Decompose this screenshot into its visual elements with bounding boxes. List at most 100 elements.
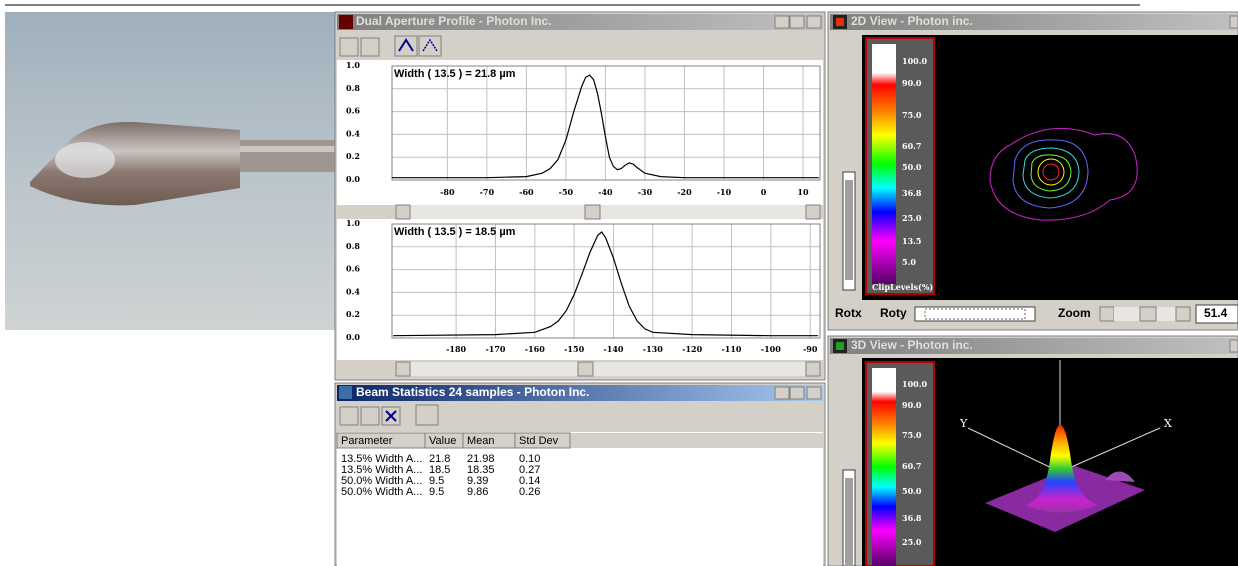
x-tick-label: -130 [643,344,663,354]
table-cell: 9.39 [467,475,488,487]
table-cell: 13.5% Width A... [341,464,422,476]
y-tick-label: 0.4 [346,128,360,138]
scale-labels-2d: 100.0 90.0 75.0 60.7 50.0 36.8 25.0 13.5 5.0 Clip… [872,56,933,292]
stats-window: Beam Statistics 24 samples - Photon Inc. [334,382,826,566]
scrollbar[interactable] [396,362,820,376]
table-cell: 0.26 [519,486,540,498]
scale-label: 36.8 [902,513,922,523]
table-cell: 9.86 [467,486,488,498]
profile-line [393,231,818,337]
scroll-thumb[interactable] [577,361,594,377]
x-tick-label: -80 [440,187,455,197]
scale-label: 50.0 [902,486,922,496]
table-cell: 0.27 [519,464,540,476]
scale-label: 50.0 [902,162,922,172]
y-tick-label: 1.0 [346,218,360,228]
scale-label: 75.0 [902,430,922,440]
x-tick-label: -120 [682,344,702,354]
zoom-down[interactable] [1099,306,1115,322]
rotx-label: Rotx [835,306,862,320]
zoom-up[interactable] [1175,306,1191,322]
maximize-button[interactable] [789,15,805,29]
minimize-button[interactable] [774,15,790,29]
scale-labels-3d: 100.0 90.0 75.0 60.7 50.0 36.8 25.0 [902,379,927,547]
scale-label: 75.0 [902,110,922,120]
stats-table: Parameter Value Mean Std Dev 13.5% Width A..… [336,432,571,498]
play-button[interactable] [339,37,359,57]
close-button[interactable] [806,386,822,400]
x-tick-label: 10 [797,187,809,197]
x-tick-label: 0 [761,187,767,197]
window-title: 2D View - Photon inc. [851,14,973,28]
column-header[interactable] [514,432,571,449]
y-tick-label: 0.8 [346,83,360,93]
x-tick-label: -50 [559,187,574,197]
y-tick-label: 0.8 [346,241,360,251]
scale-label: 90.0 [902,400,922,410]
play-button[interactable] [339,406,359,426]
stop-button[interactable] [360,37,380,57]
minimize-button[interactable] [774,386,790,400]
table-cell: 0.10 [519,453,540,465]
table-cell: 9.5 [429,475,444,487]
x-tick-label: -20 [677,187,692,197]
maximize-button[interactable] [789,386,805,400]
axis-x-label: X [1164,417,1172,430]
table-cell: 18.35 [467,464,495,476]
stop-button[interactable] [360,406,380,426]
y-tick-label: 0.6 [346,264,360,274]
table-cell: 18.5 [429,464,450,476]
y-tick-label: 0.2 [346,309,360,319]
window-title: 3D View - Photon inc. [851,338,973,352]
window-title: Beam Statistics 24 samples - Photon Inc. [356,385,589,399]
scroll-thumb[interactable] [584,204,601,220]
plot-frame [391,65,821,181]
table-cell: 21.8 [429,453,450,465]
scale-label: 5.0 [902,257,916,267]
scale-label: 13.5 [902,236,921,246]
photo [5,12,335,330]
contours [989,127,1138,221]
y-tick-label: 0.4 [346,286,360,296]
scale-label: 60.7 [902,461,921,471]
close-button[interactable] [806,15,822,29]
table-cell: 50.0% Width A... [341,486,422,498]
column-header-label: Value [429,435,456,447]
table-cell: 50.0% Width A... [341,475,422,487]
scale-label: 36.8 [902,188,922,198]
y-tick-label: 0.0 [346,174,360,184]
width-annotation: Width ( 13.5 ) = 18.5 µm [394,226,516,238]
x-tick-label: -100 [761,344,781,354]
column-header-label: Parameter [341,435,393,447]
axis-y-label: Y [959,417,968,430]
x-tick-label: -180 [446,344,466,354]
scale-label: 100.0 [902,379,927,389]
view3d-window: 3D View - Photon inc. Y X [827,335,1238,566]
fit-button[interactable] [418,35,442,57]
plot-frame [391,223,821,339]
x-tick-label: -140 [603,344,623,354]
table-cell: 21.98 [467,453,495,465]
window-title: Dual Aperture Profile - Photon Inc. [356,14,552,28]
table-cell: 9.5 [429,486,444,498]
zoom-thumb[interactable] [1139,306,1157,322]
x-tick-label: -90 [803,344,818,354]
rotation-slider[interactable] [914,306,1036,322]
table-cell: 13.5% Width A... [341,453,422,465]
x-tick-label: -110 [721,344,741,354]
column-header-label: Mean [467,435,495,447]
x-tick-label: -150 [564,344,584,354]
scrollbar[interactable] [396,205,820,219]
zoom-value[interactable]: 51.4 [1204,306,1228,320]
column-header-label: Std Dev [519,435,559,447]
y-tick-label: 0.0 [346,332,360,342]
view2d-window: 2D View - Photon inc. Rotx Roty Zoom 51.… [827,11,1238,331]
chi-square-button[interactable] [415,404,439,426]
profile-charts: -80 -70 -60 -50 -40 -30 -20 -10 0 100.00.20.40.60… [346,60,821,354]
profile-button[interactable] [394,35,418,57]
window-icon [339,15,353,29]
roty-label: Roty [880,306,907,320]
y-tick-label: 0.2 [346,151,360,161]
x-tick-label: -10 [717,187,732,197]
